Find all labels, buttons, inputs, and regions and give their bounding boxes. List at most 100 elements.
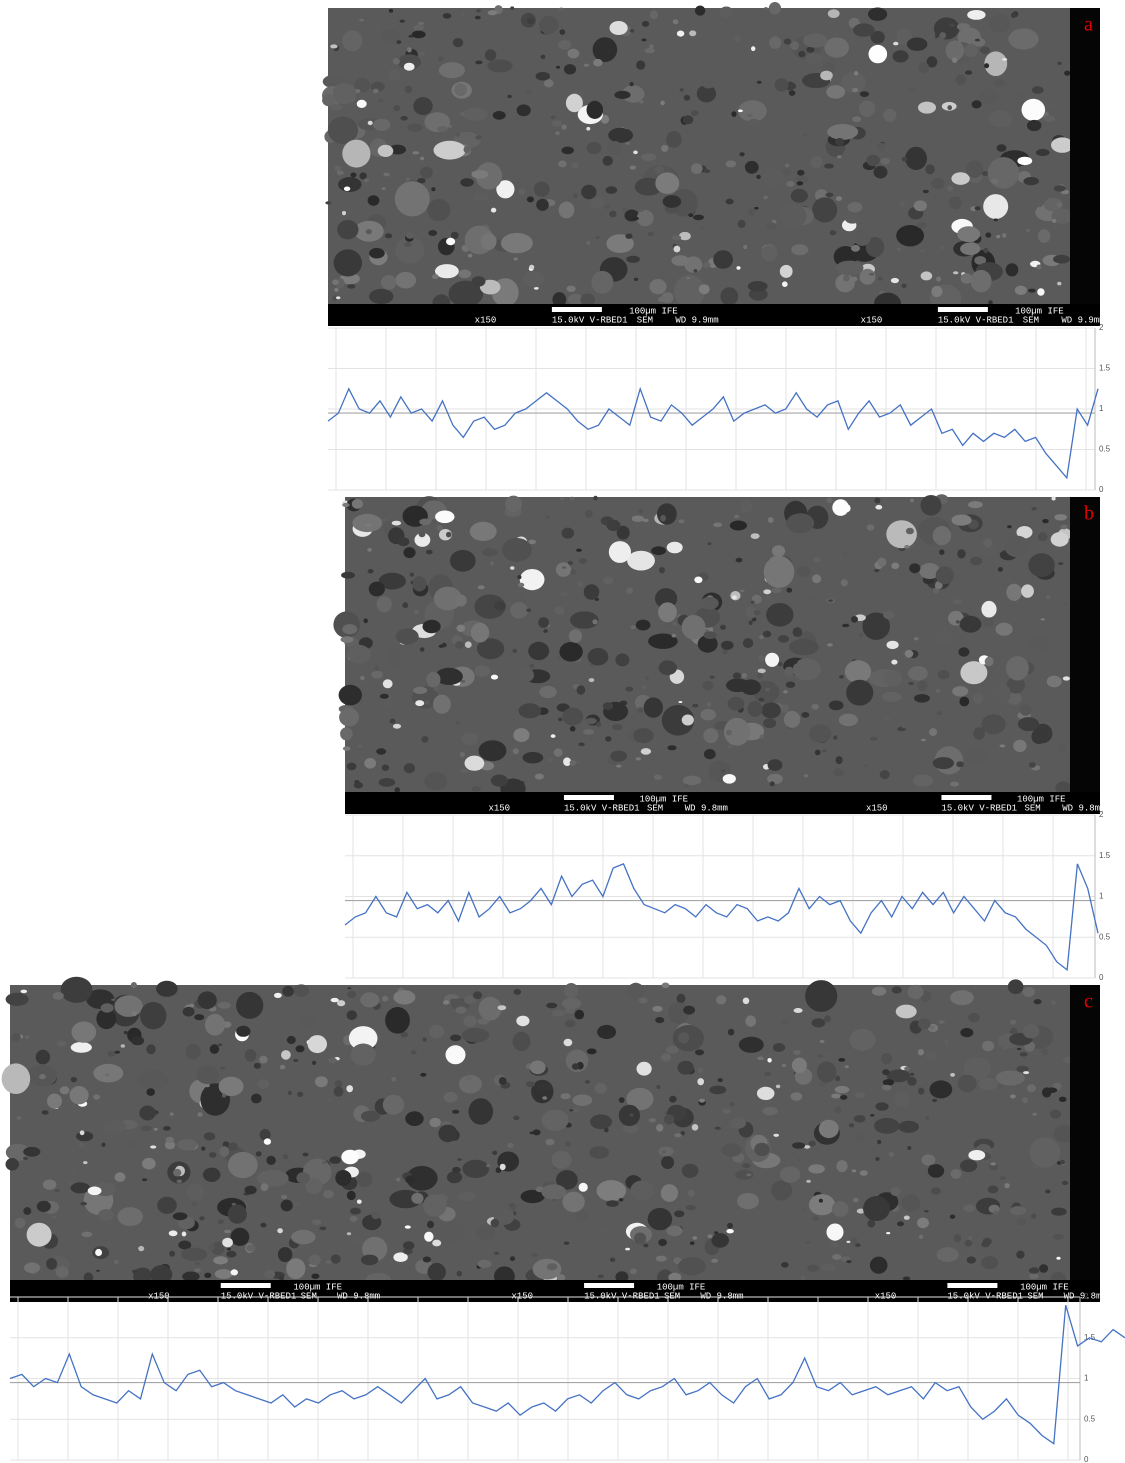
grain [738, 109, 743, 113]
grain [558, 160, 567, 168]
grain [852, 1197, 859, 1203]
grain [1053, 254, 1070, 264]
grain [683, 94, 691, 101]
grain [413, 686, 428, 695]
grain [560, 1093, 571, 1100]
grain [280, 1199, 293, 1212]
grain [46, 1258, 58, 1270]
grain [1057, 281, 1062, 286]
grain [62, 1168, 78, 1177]
grain [852, 87, 859, 93]
grain [217, 1219, 224, 1224]
grain [772, 1043, 786, 1052]
grain [518, 703, 542, 719]
grain [222, 1093, 226, 1098]
grain [182, 1271, 200, 1282]
grain [274, 992, 282, 999]
grain [371, 1211, 381, 1220]
grain [683, 1005, 695, 1015]
grain [334, 1080, 343, 1087]
grain [805, 980, 838, 1012]
grain [919, 1234, 924, 1240]
grain [505, 495, 522, 513]
grain [907, 984, 924, 1000]
grain [340, 727, 353, 741]
grain [835, 138, 845, 146]
grain [383, 172, 390, 177]
profile-line [327, 386, 1099, 480]
grain [895, 1004, 917, 1019]
grain [791, 244, 809, 256]
grain [563, 1038, 573, 1047]
grain [1051, 137, 1074, 153]
grain [47, 1093, 62, 1109]
grain [550, 115, 556, 120]
grain [146, 1088, 155, 1096]
grain [747, 208, 756, 216]
grain [790, 188, 808, 203]
y-tick-label: 1 [1099, 404, 1104, 413]
grain [1004, 1183, 1010, 1189]
grain [282, 1154, 289, 1160]
grain [79, 1130, 85, 1136]
grain [635, 619, 651, 631]
grain [572, 1094, 593, 1106]
grain [856, 1208, 865, 1214]
grain [806, 46, 815, 53]
grain [625, 142, 630, 145]
grain [789, 638, 819, 656]
grain [671, 235, 682, 241]
grain [1011, 12, 1017, 18]
grain [790, 41, 800, 51]
grain [817, 1054, 824, 1058]
grain [1043, 115, 1056, 122]
grain [507, 1142, 514, 1149]
grain [330, 44, 338, 49]
grain [563, 64, 577, 75]
grain [522, 270, 545, 288]
grain [747, 118, 760, 128]
grain [633, 277, 639, 281]
grain [916, 222, 927, 229]
grain [407, 47, 412, 53]
grain [510, 6, 515, 10]
grain [629, 165, 637, 170]
grain [991, 683, 1011, 705]
grain [925, 164, 935, 175]
grain [571, 1063, 580, 1070]
grain [606, 519, 621, 532]
grain [354, 77, 371, 93]
grain [826, 85, 846, 99]
grain [882, 1084, 892, 1091]
grain [578, 742, 585, 747]
info-bar [328, 304, 1100, 326]
grain [286, 1258, 306, 1279]
grain [555, 131, 560, 136]
grain [1054, 660, 1059, 664]
voltage: 15.0kV V-RBED1 [221, 1291, 297, 1301]
grain [671, 255, 690, 266]
grain [378, 572, 406, 590]
grain [490, 774, 508, 787]
grain [658, 1146, 674, 1157]
grain [932, 526, 952, 546]
grain [518, 188, 526, 196]
grain [373, 118, 391, 131]
grain [937, 670, 950, 680]
grain [60, 976, 93, 1003]
magnification: x150 [866, 803, 888, 813]
grain [611, 723, 623, 731]
grain [627, 982, 645, 1000]
grain [349, 1207, 361, 1215]
grain [1044, 590, 1050, 595]
grain [741, 673, 748, 679]
grain [935, 566, 955, 585]
grain [490, 207, 497, 213]
grain [543, 79, 554, 88]
grain [203, 1132, 216, 1141]
grain [452, 1109, 460, 1114]
grain [369, 288, 394, 305]
grain [771, 545, 786, 557]
grain [308, 1254, 322, 1266]
grain [476, 638, 505, 660]
